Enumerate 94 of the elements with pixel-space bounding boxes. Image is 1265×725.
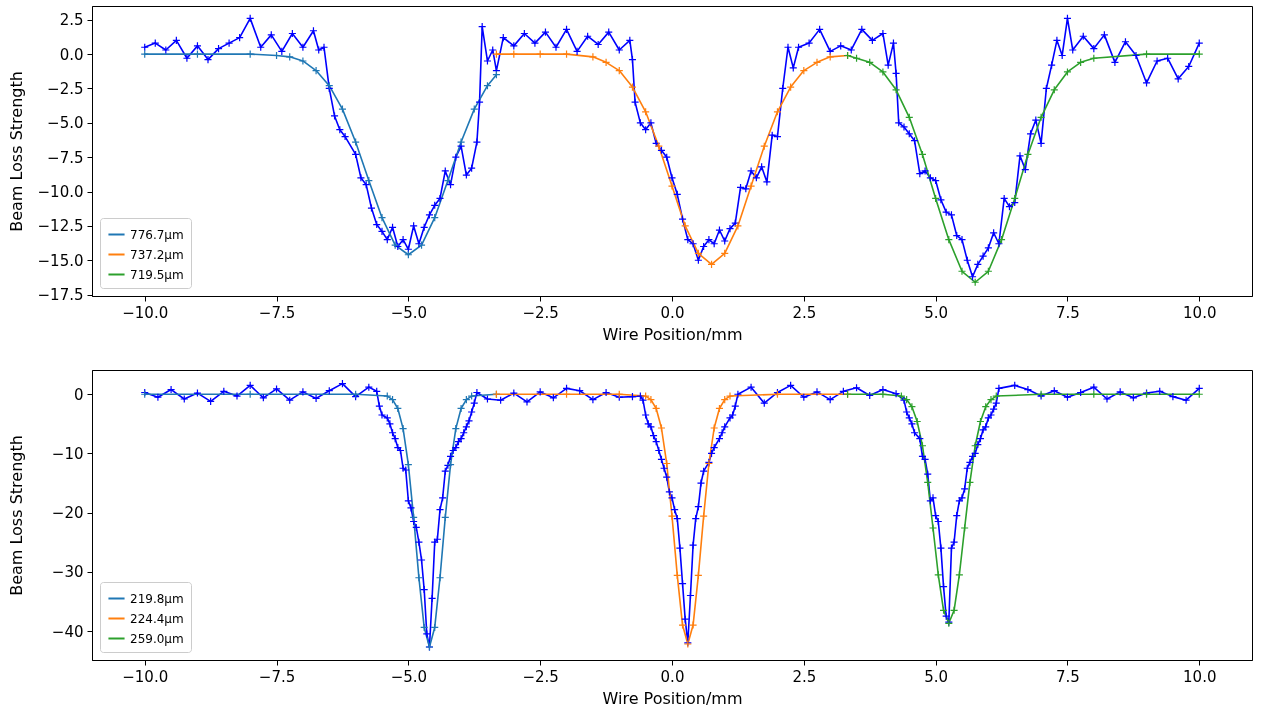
point	[1195, 49, 1204, 59]
point	[509, 49, 518, 59]
point	[1036, 113, 1046, 122]
y-tick-label: −30	[51, 563, 84, 582]
point	[377, 213, 387, 222]
point	[657, 423, 666, 433]
x-tick-label: 2.5	[792, 303, 817, 322]
y-tick-label: −10	[51, 444, 84, 463]
y-tick-label: −7.5	[47, 148, 84, 167]
y-tick-label: −40	[51, 622, 84, 641]
point	[786, 82, 795, 92]
y-tick-label: 2.5	[59, 11, 84, 30]
y-axis-title: Beam Loss Strength	[6, 71, 26, 232]
point	[928, 523, 938, 533]
x-tick-label: 5.0	[924, 667, 949, 686]
point	[725, 391, 735, 401]
point	[746, 181, 756, 191]
point	[667, 181, 677, 191]
point	[398, 424, 408, 433]
point	[443, 176, 453, 185]
point	[965, 478, 975, 487]
point	[949, 606, 959, 615]
point	[628, 82, 637, 92]
x-tick-label: −5.0	[390, 667, 428, 686]
x-tick-label: −5.0	[390, 303, 428, 322]
x-tick-label: 10.0	[1183, 303, 1217, 322]
x-tick-label: −2.5	[522, 667, 559, 686]
x-tick-label: −2.5	[522, 303, 559, 322]
y-tick-label: 0	[73, 385, 84, 404]
y-tick-label: −20	[51, 504, 84, 523]
x-tick-label: 0.0	[660, 667, 685, 686]
x-tick-label: 0.0	[660, 303, 685, 322]
point	[1142, 49, 1151, 59]
point	[492, 49, 501, 59]
y-tick-label: −15.0	[37, 251, 84, 270]
point	[678, 620, 687, 630]
x-axis-title: Wire Position/mm	[602, 688, 743, 708]
point	[667, 512, 677, 521]
legend-label: 719.5µm	[130, 267, 184, 282]
point	[246, 49, 255, 59]
point	[826, 52, 835, 61]
point	[193, 49, 202, 59]
point	[878, 390, 888, 399]
point	[140, 49, 149, 59]
x-tick-label: −10.0	[122, 303, 169, 322]
y-axis-title: Beam Loss Strength	[6, 435, 26, 596]
x-tick-label: 10.0	[1183, 667, 1217, 686]
point	[285, 52, 294, 61]
y-tick-label: −2.5	[47, 79, 84, 98]
legend-label: 259.0µm	[130, 631, 184, 646]
x-axis-title: Wire Position/mm	[602, 324, 743, 344]
legend-label: 737.2µm	[130, 247, 184, 262]
legend-label: 224.4µm	[130, 611, 184, 626]
point	[907, 402, 917, 411]
point	[456, 404, 466, 413]
point	[536, 49, 545, 59]
x-tick-label: 5.0	[924, 303, 949, 322]
y-tick-label: −12.5	[37, 217, 84, 236]
point	[435, 573, 445, 582]
legend-label: 219.8µm	[130, 591, 184, 606]
point	[992, 391, 1001, 401]
point	[338, 104, 347, 114]
point	[710, 423, 719, 433]
x-tick-label: 2.5	[792, 667, 817, 686]
point	[562, 49, 571, 59]
point	[456, 137, 466, 147]
x-tick-label: 7.5	[1056, 667, 1080, 686]
legend-label: 776.7µm	[130, 227, 184, 242]
x-tick-label: −7.5	[258, 303, 296, 322]
y-tick-label: −10.0	[37, 183, 84, 202]
point	[298, 56, 308, 66]
point	[878, 67, 888, 77]
point	[688, 620, 698, 630]
y-tick-label: −17.5	[37, 286, 84, 305]
point	[1023, 150, 1033, 159]
point	[311, 66, 321, 75]
point	[891, 85, 901, 94]
y-tick-label: −5.0	[47, 114, 84, 133]
point	[467, 391, 476, 401]
point	[588, 52, 598, 61]
point	[601, 58, 611, 67]
point	[812, 58, 822, 67]
point	[960, 523, 969, 533]
point	[681, 221, 690, 231]
x-tick-label: −10.0	[122, 667, 169, 686]
point	[986, 395, 996, 404]
point	[351, 137, 360, 147]
point	[414, 573, 424, 582]
point	[470, 104, 479, 114]
x-tick-label: −7.5	[258, 667, 296, 686]
point	[957, 267, 967, 276]
point	[1063, 67, 1072, 77]
x-tick-label: 7.5	[1056, 303, 1080, 322]
y-tick-label: 0.0	[59, 45, 84, 64]
